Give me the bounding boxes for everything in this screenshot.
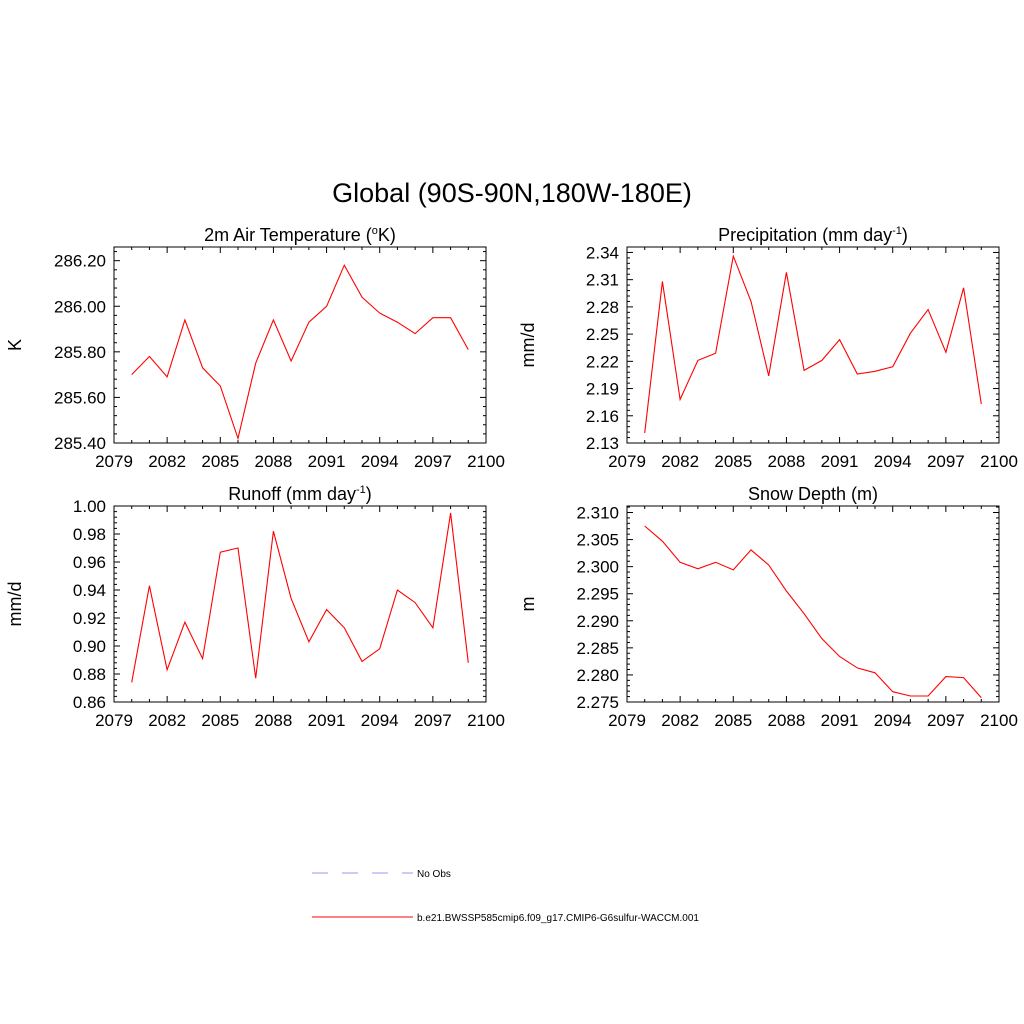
panel-title-text: Runoff (mm day: [228, 484, 356, 504]
y-tick-label: 2.280: [576, 666, 619, 685]
x-tick-label: 2091: [308, 711, 346, 730]
x-tick-label: 2100: [980, 711, 1018, 730]
x-tick-label: 2079: [608, 711, 646, 730]
chart-panel-3: Runoff (mm day-1) mm/d 2079 2082 2085 2088 209…: [5, 484, 505, 730]
y-tick-label: 286.20: [54, 252, 106, 271]
panel-title-text: 2m Air Temperature (: [204, 225, 372, 245]
series-line-1: [644, 254, 982, 434]
series-line-1: [131, 512, 469, 683]
panel-title-superscript: o: [372, 225, 378, 237]
x-tick-label: 2094: [361, 452, 399, 471]
y-tick-label: 1.00: [73, 497, 106, 516]
x-tick-label: 2088: [768, 711, 806, 730]
y-axis-label: K: [5, 339, 25, 351]
y-tick-label: 286.00: [54, 297, 106, 316]
x-tick-label: 2082: [148, 711, 186, 730]
legend-label-2: b.e21.BWSSP585cmip6.f09_g17.CMIP6-G6sulf…: [417, 913, 699, 924]
x-tick-label: 2082: [148, 452, 186, 471]
x-tick-label: 2097: [414, 452, 452, 471]
y-axis-label: m: [518, 597, 538, 612]
y-tick-label: 2.295: [576, 585, 619, 604]
x-tick-label: 2088: [255, 452, 293, 471]
panel-title-superscript: -1: [356, 484, 366, 496]
y-tick-label: 0.86: [73, 693, 106, 712]
plot-frame: [626, 505, 1000, 703]
x-tick-label: 2097: [927, 452, 965, 471]
y-tick-label: 2.19: [586, 380, 619, 399]
y-tick-label: 2.28: [586, 298, 619, 317]
x-tick-label: 2079: [95, 452, 133, 471]
y-tick-label: 2.34: [586, 243, 619, 262]
y-tick-label: 0.88: [73, 665, 106, 684]
x-tick-label: 2091: [308, 452, 346, 471]
panel-title-superscript: -1: [892, 225, 902, 237]
plot-frame: [113, 246, 487, 444]
y-tick-label: 0.90: [73, 637, 106, 656]
panel-title: Runoff (mm day-1): [228, 484, 372, 504]
x-tick-label: 2085: [714, 711, 752, 730]
x-tick-label: 2094: [361, 711, 399, 730]
series-line-1: [644, 525, 982, 699]
x-tick-label: 2091: [821, 711, 859, 730]
panel-title-text: Precipitation (mm day: [718, 225, 892, 245]
x-tick-label: 2082: [661, 711, 699, 730]
y-tick-label: 2.310: [576, 503, 619, 522]
y-tick-label: 0.96: [73, 553, 106, 572]
y-tick-label: 2.290: [576, 612, 619, 631]
x-tick-label: 2097: [414, 711, 452, 730]
y-axis-label: mm/d: [518, 323, 538, 368]
y-tick-label: 2.25: [586, 325, 619, 344]
y-tick-label: 2.16: [586, 407, 619, 426]
y-tick-label: 0.94: [73, 581, 106, 600]
y-tick-label: 2.285: [576, 639, 619, 658]
x-tick-label: 2079: [95, 711, 133, 730]
x-tick-label: 2085: [714, 452, 752, 471]
x-tick-label: 2091: [821, 452, 859, 471]
y-tick-label: 285.60: [54, 388, 106, 407]
panel-title: Precipitation (mm day-1): [718, 225, 908, 245]
x-tick-label: 2100: [980, 452, 1018, 471]
x-tick-label: 2094: [874, 711, 912, 730]
panel-title: 2m Air Temperature (oK): [204, 225, 396, 245]
x-tick-label: 2088: [255, 711, 293, 730]
y-tick-label: 0.98: [73, 525, 106, 544]
y-tick-label: 2.300: [576, 558, 619, 577]
plot-frame: [113, 505, 487, 703]
chart-panel-2: Precipitation (mm day-1) mm/d 2079 2082 2085…: [518, 225, 1018, 471]
y-tick-label: 285.80: [54, 343, 106, 362]
panel-title: Snow Depth (m): [748, 484, 878, 504]
chart-panel-1: 2m Air Temperature (oK) K 2079 2082 2085 2088…: [5, 225, 505, 471]
x-tick-label: 2097: [927, 711, 965, 730]
panel-title-end: ): [902, 225, 908, 245]
x-tick-label: 2085: [201, 711, 239, 730]
x-tick-label: 2082: [661, 452, 699, 471]
x-tick-label: 2088: [768, 452, 806, 471]
y-axis-label: mm/d: [5, 582, 25, 627]
y-tick-label: 2.13: [586, 434, 619, 453]
legend: No Obs b.e21.BWSSP585cmip6.f09_g17.CMIP6-…: [312, 869, 699, 924]
x-tick-label: 2100: [467, 452, 505, 471]
y-tick-label: 2.31: [586, 271, 619, 290]
y-tick-label: 0.92: [73, 609, 106, 628]
legend-label-1: No Obs: [417, 869, 451, 880]
figure-title: Global (90S-90N,180W-180E): [332, 178, 692, 208]
chart-panels: 2m Air Temperature (oK) K 2079 2082 2085 2088…: [5, 225, 1018, 730]
y-tick-label: 2.22: [586, 352, 619, 371]
x-tick-label: 2094: [874, 452, 912, 471]
series-line-1: [131, 263, 469, 441]
panel-title-end: ): [366, 484, 372, 504]
x-tick-label: 2079: [608, 452, 646, 471]
y-tick-label: 2.305: [576, 531, 619, 550]
x-tick-label: 2100: [467, 711, 505, 730]
panel-title-text: Snow Depth (m): [748, 484, 878, 504]
x-tick-label: 2085: [201, 452, 239, 471]
y-tick-label: 2.275: [576, 693, 619, 712]
chart-panel-4: Snow Depth (m) m 2079 2082 2085 2088 2091 2094 2…: [518, 484, 1018, 730]
y-tick-label: 285.40: [54, 434, 106, 453]
panel-title-end: K): [378, 225, 396, 245]
